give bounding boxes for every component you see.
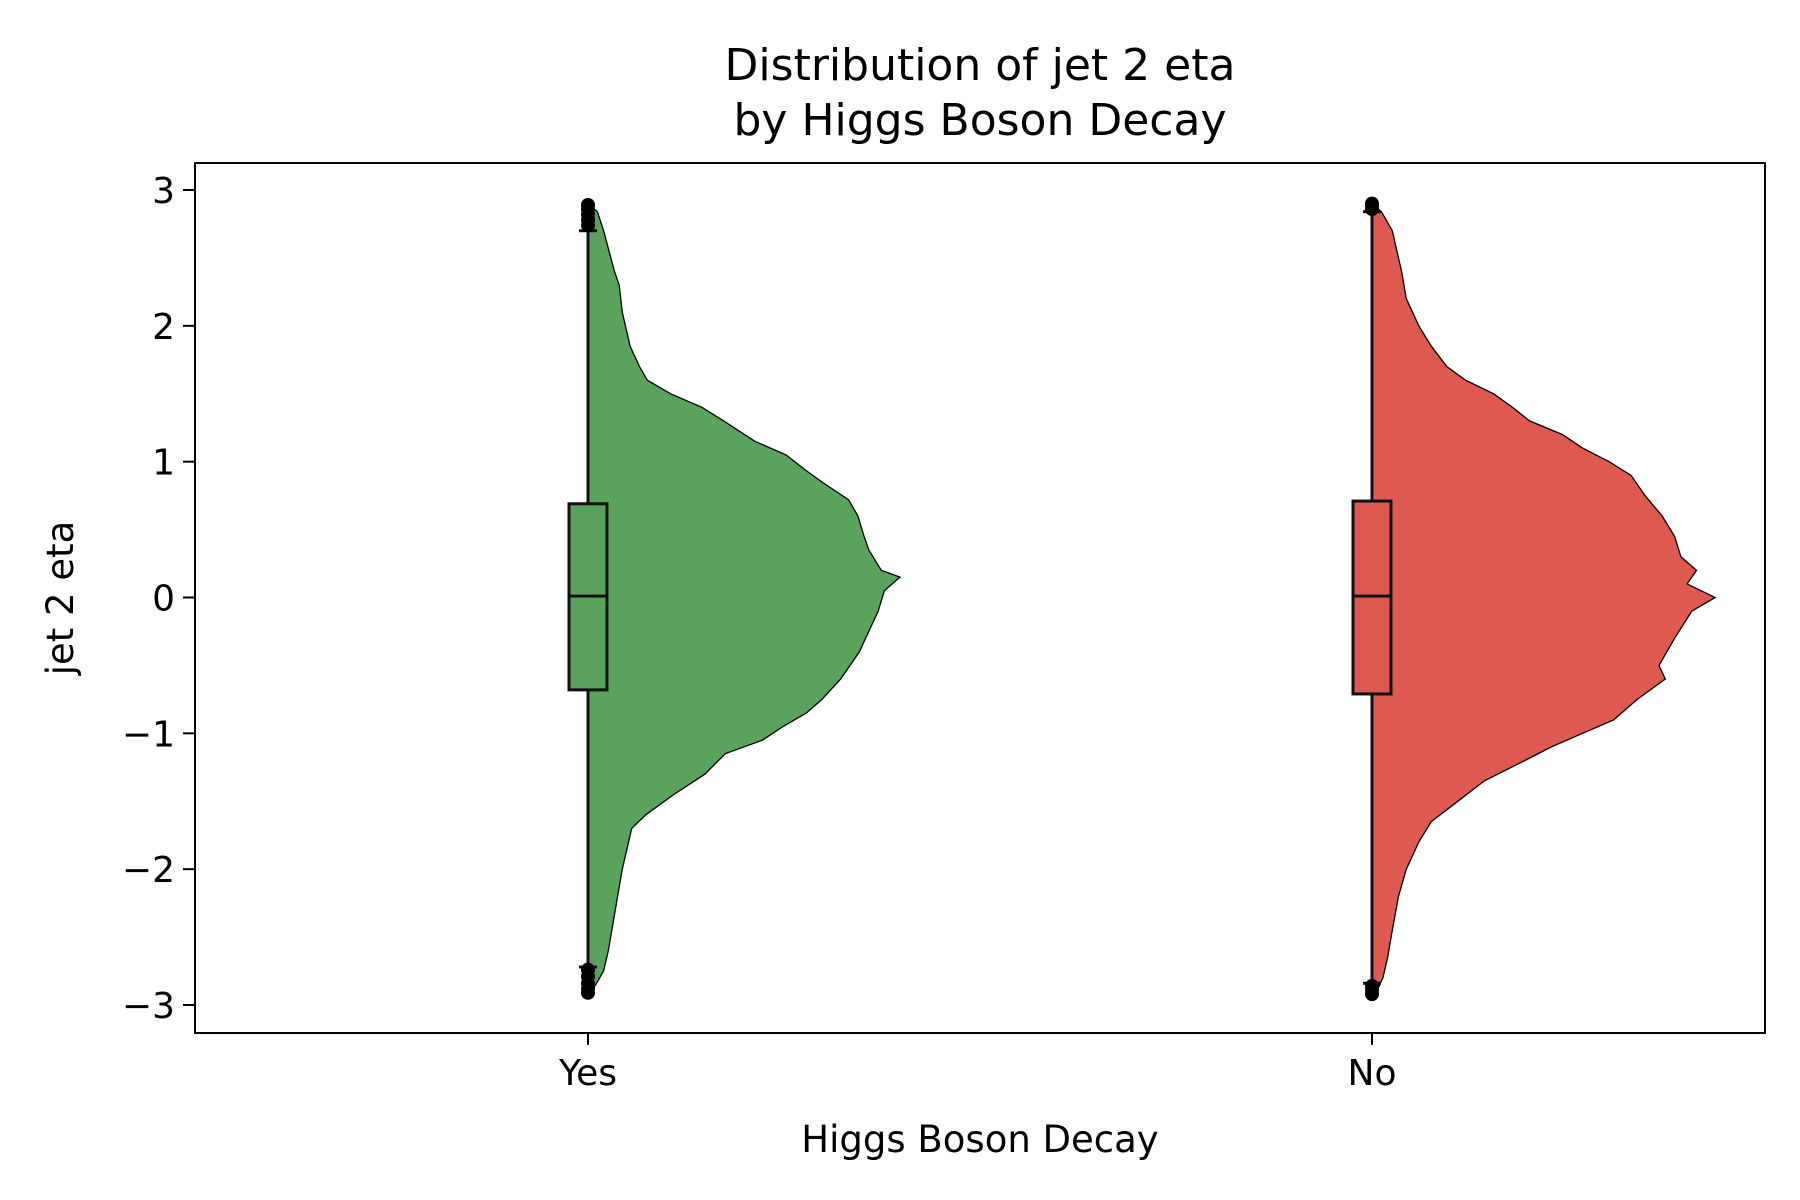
x-axis-label: Higgs Boson Decay — [801, 1118, 1158, 1161]
chart-title: Distribution of jet 2 eta — [725, 40, 1236, 91]
y-axis: 3 2 1 0 −1 −2 −3 — [122, 171, 195, 1027]
y-axis-label: jet 2 eta — [39, 521, 82, 677]
y-tick-label: 1 — [152, 443, 175, 484]
violin-half-no — [1371, 202, 1717, 997]
y-tick-label: −2 — [122, 850, 175, 891]
y-tick-label: 2 — [152, 307, 175, 348]
outlier-point — [1365, 196, 1379, 211]
x-tick-label: No — [1348, 1053, 1397, 1094]
outlier-point — [581, 197, 595, 212]
outlier-point — [1365, 987, 1379, 1002]
y-tick-label: 3 — [152, 171, 175, 212]
y-tick-label: −1 — [122, 714, 175, 755]
y-tick-label: 0 — [152, 579, 175, 620]
chart-subtitle: by Higgs Boson Decay — [733, 95, 1226, 146]
violin-half-yes — [587, 202, 902, 996]
outlier-point — [581, 985, 595, 1000]
y-tick-label: −3 — [122, 986, 175, 1027]
plot-content — [567, 196, 1717, 1002]
x-axis: Yes No — [558, 1033, 1397, 1094]
x-tick-label: Yes — [558, 1053, 617, 1094]
